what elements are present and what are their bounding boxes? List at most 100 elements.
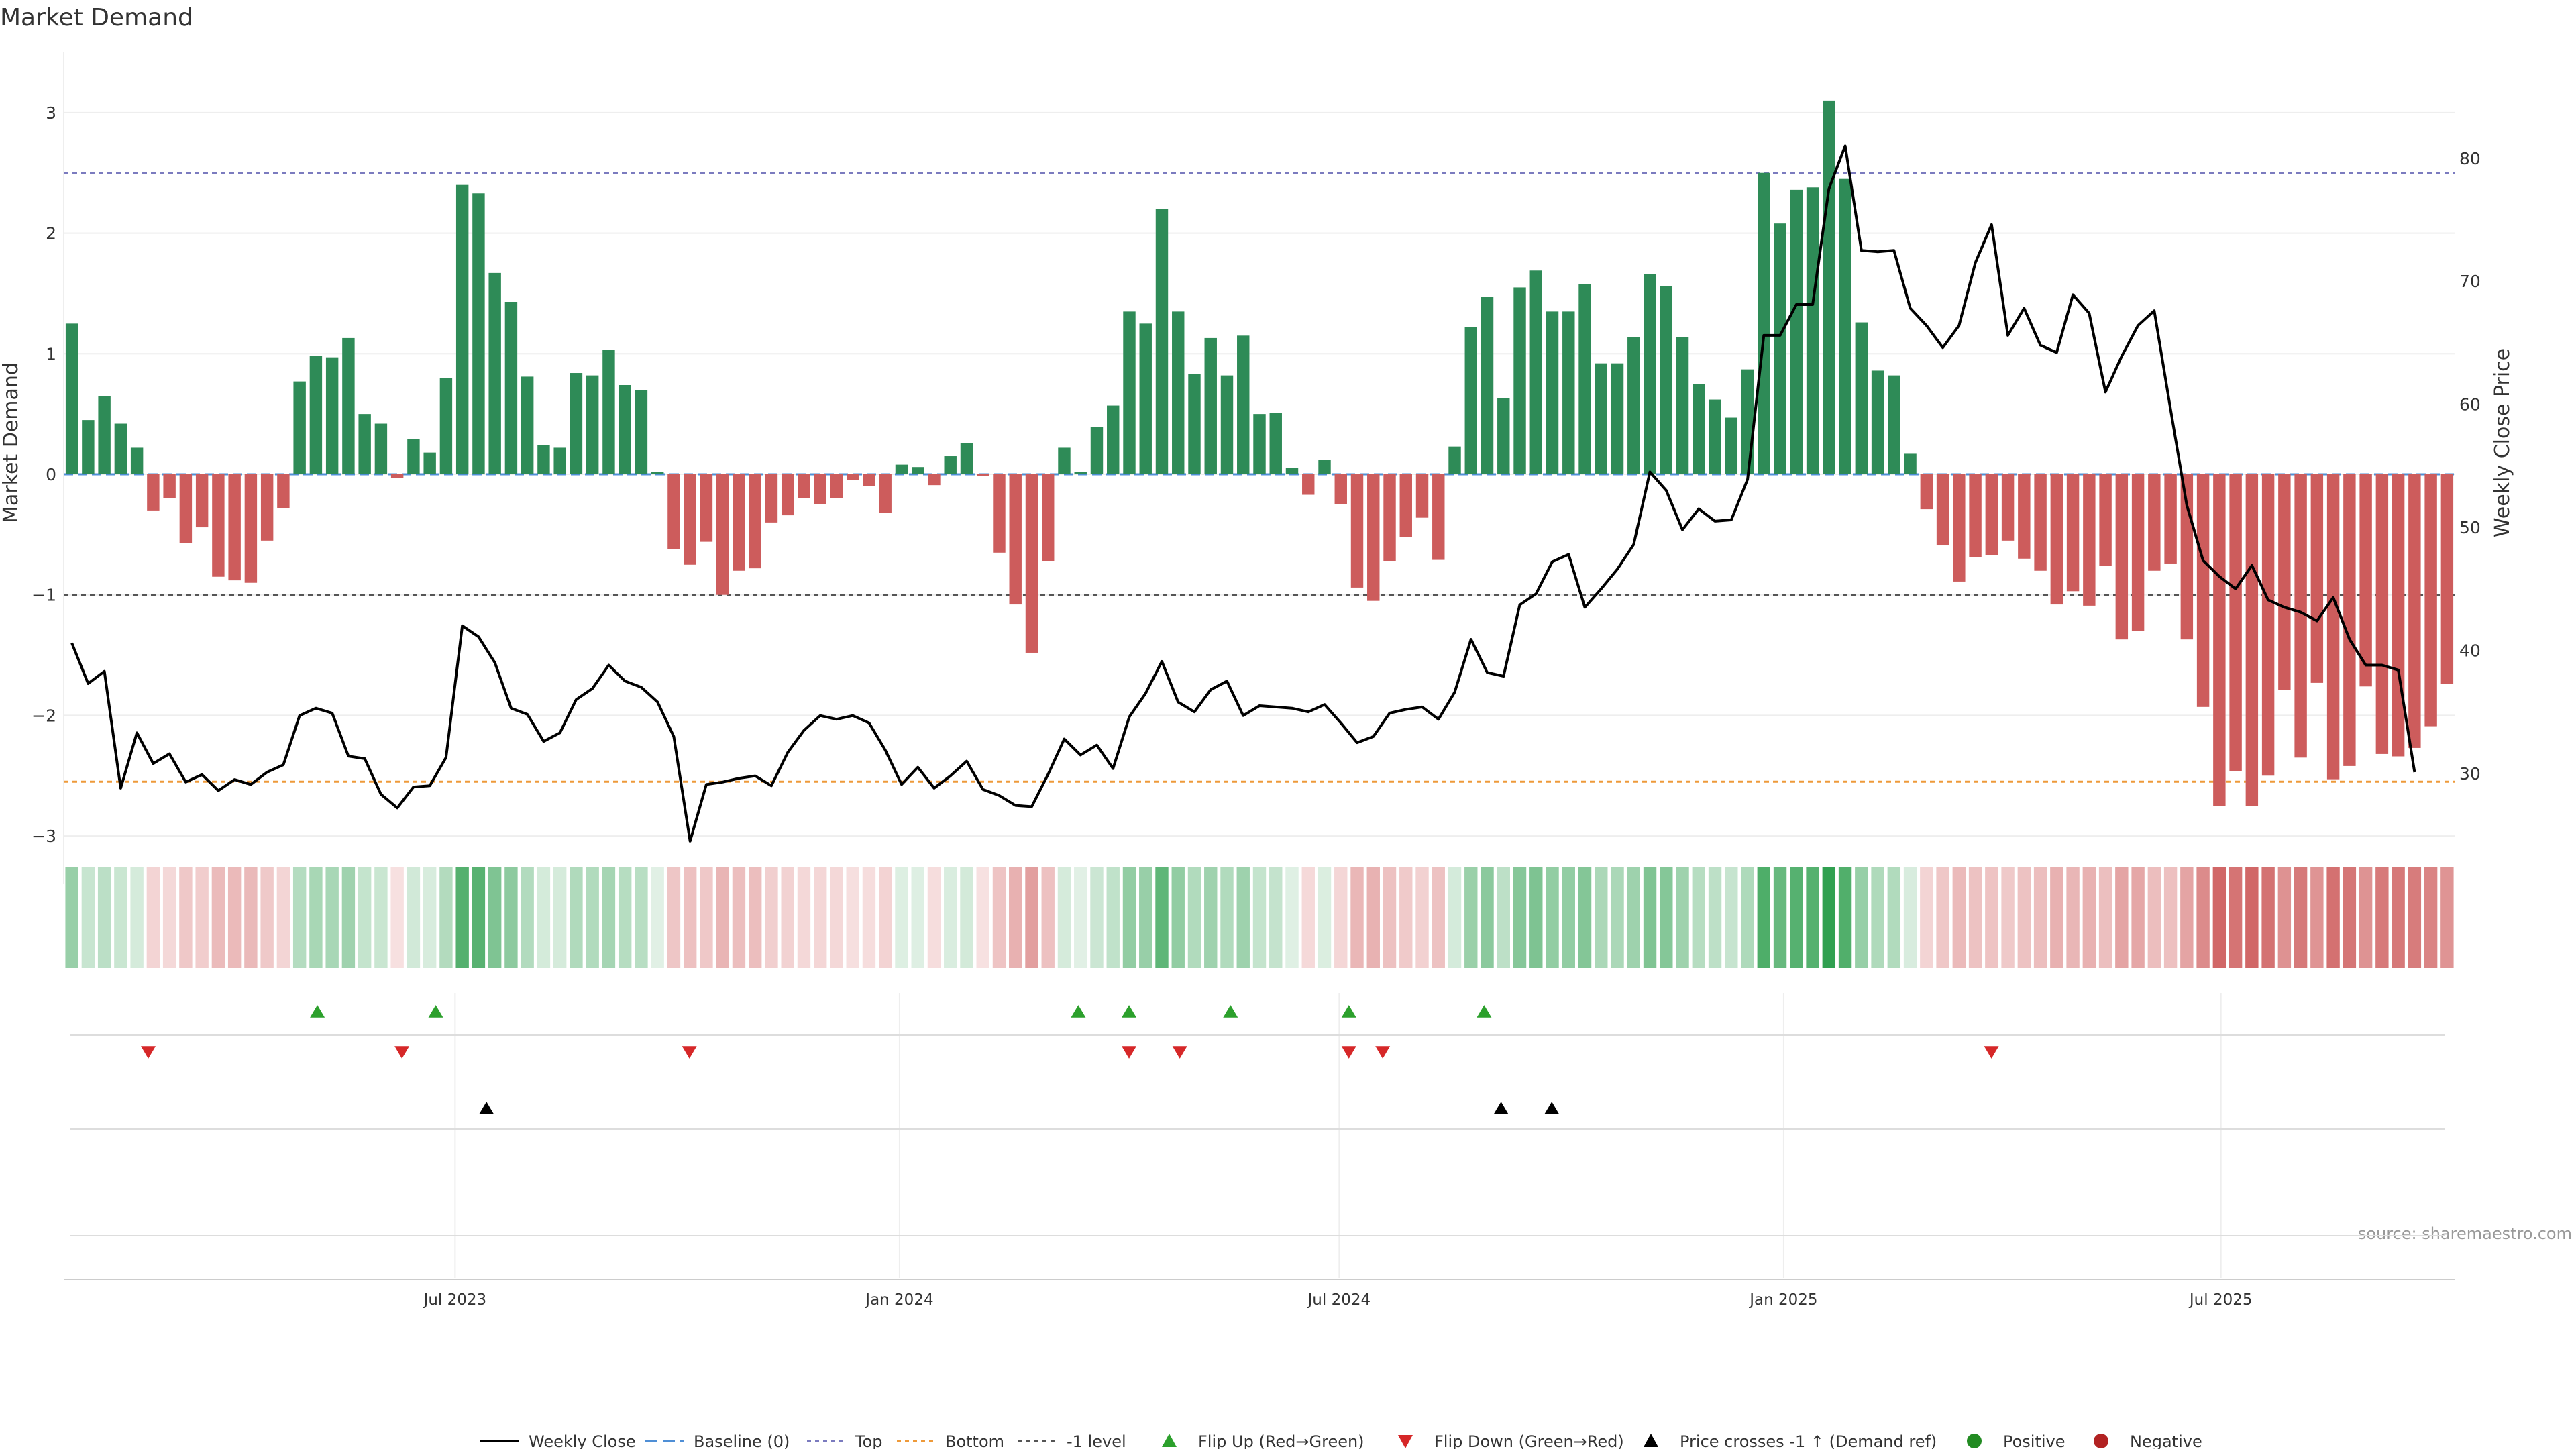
demand-bar-negative: [993, 474, 1006, 553]
demand-bar-positive: [1529, 270, 1542, 474]
heat-cell: [960, 867, 973, 968]
heat-cell: [618, 867, 632, 968]
demand-bar-negative: [977, 474, 989, 476]
demand-bar-negative: [2131, 474, 2145, 631]
demand-bar-positive: [130, 447, 144, 474]
demand-bar-negative: [2083, 474, 2096, 606]
heat-cell: [504, 867, 518, 968]
heat-cell: [553, 867, 567, 968]
demand-bar-negative: [781, 474, 794, 516]
demand-bar-negative: [277, 474, 290, 508]
demand-bar-negative: [2196, 474, 2210, 707]
demand-bar-positive: [293, 381, 306, 474]
demand-bar-negative: [1334, 474, 1347, 504]
demand-bar-positive: [586, 375, 599, 474]
demand-bar-negative: [2392, 474, 2405, 757]
heat-cell: [2050, 867, 2063, 968]
x-tick-label: Jul 2024: [1307, 1291, 1371, 1309]
heat-cell: [1562, 867, 1575, 968]
heat-cell: [911, 867, 924, 968]
demand-bar-negative: [147, 474, 160, 511]
demand-bar-positive: [1611, 363, 1624, 474]
heat-cell: [1936, 867, 1949, 968]
heat-cell: [2294, 867, 2308, 968]
price-cross-marker: [479, 1102, 494, 1114]
heat-cell: [439, 867, 453, 968]
heat-cell: [748, 867, 762, 968]
demand-bar-positive: [1888, 375, 1900, 474]
demand-bar-positive: [1497, 398, 1510, 474]
heat-cell: [976, 867, 989, 968]
heat-cell: [97, 867, 111, 968]
heat-cell: [1529, 867, 1543, 968]
demand-bar-negative: [2148, 474, 2161, 571]
left-axis-label: Market Demand: [0, 362, 23, 523]
heat-cell: [1595, 867, 1608, 968]
demand-bar-negative: [2424, 474, 2437, 727]
demand-bar-positive: [1595, 363, 1608, 474]
heat-cell: [2115, 867, 2129, 968]
demand-bar-negative: [1399, 474, 1412, 537]
demand-bar-positive: [309, 356, 323, 474]
legend-label: -1 level: [1067, 1432, 1126, 1449]
heat-cell: [635, 867, 648, 968]
heat-cell: [2261, 867, 2275, 968]
heat-cell: [2131, 867, 2145, 968]
demand-bar-positive: [1172, 311, 1185, 474]
heat-cell: [1122, 867, 1136, 968]
heat-cell: [830, 867, 843, 968]
heat-cell: [244, 867, 258, 968]
heat-cell: [1074, 867, 1087, 968]
demand-bar-positive: [1855, 322, 1868, 474]
demand-bar-positive: [488, 272, 501, 474]
heat-cell: [81, 867, 95, 968]
heat-cell: [879, 867, 892, 968]
heat-cell: [1269, 867, 1283, 968]
demand-bar-positive: [570, 373, 583, 474]
heat-cell: [1887, 867, 1901, 968]
heat-cell: [2001, 867, 2015, 968]
x-tick-label: Jan 2024: [864, 1291, 933, 1309]
flip-up-marker: [1122, 1005, 1137, 1018]
demand-bar-negative: [2229, 474, 2242, 771]
heat-cell: [1481, 867, 1494, 968]
heat-cell: [1090, 867, 1104, 968]
legend-flip-up-marker: [1162, 1434, 1177, 1447]
heat-cell: [1025, 867, 1038, 968]
demand-bar-positive: [1758, 172, 1770, 474]
legend-negative-dot: [2094, 1434, 2108, 1448]
demand-bar-positive: [407, 439, 420, 474]
heat-cell: [667, 867, 681, 968]
heat-cell: [260, 867, 274, 968]
heat-cell: [1204, 867, 1218, 968]
demand-bar-negative: [2375, 474, 2389, 754]
legend-label: Price crosses -1 ↑ (Demand ref): [1680, 1432, 1937, 1449]
chart-title: Market Demand: [0, 4, 193, 32]
demand-bar-positive: [537, 445, 550, 474]
heat-cell: [1578, 867, 1592, 968]
heat-cell: [1252, 867, 1267, 968]
heat-cell: [358, 867, 372, 968]
legend-label: Flip Down (Green→Red): [1434, 1432, 1624, 1449]
demand-bar-negative: [1302, 474, 1315, 495]
heat-cell: [521, 867, 534, 968]
heat-cell: [1660, 867, 1673, 968]
demand-bar-negative: [2066, 474, 2080, 592]
heat-cell: [2424, 867, 2438, 968]
heat-cell: [1822, 867, 1836, 968]
heat-cell: [1334, 867, 1348, 968]
heat-cell: [227, 867, 241, 968]
heat-cell: [455, 867, 469, 968]
weekly-close-line: [70, 144, 2416, 843]
demand-bar-positive: [1155, 209, 1169, 474]
heat-cell: [927, 867, 941, 968]
heat-cell: [1725, 867, 1738, 968]
left-tick-label: −1: [32, 586, 56, 605]
demand-bar-positive: [358, 414, 371, 474]
demand-bar-negative: [2278, 474, 2291, 690]
heat-cell: [1741, 867, 1754, 968]
heat-cell: [179, 867, 193, 968]
demand-bar-negative: [700, 474, 713, 542]
heat-cell: [1301, 867, 1315, 968]
heat-cell: [1708, 867, 1722, 968]
